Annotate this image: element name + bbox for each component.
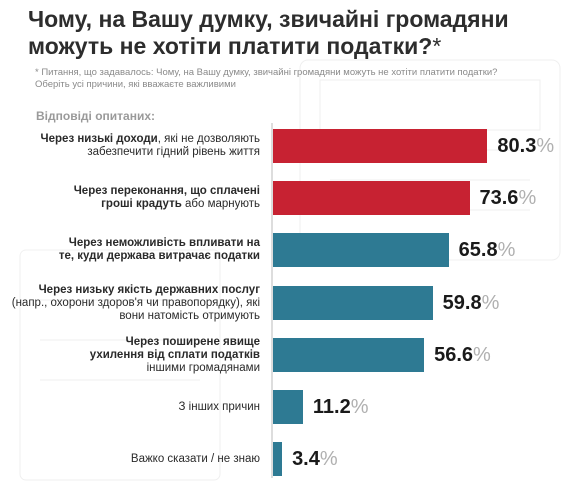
answers-subhead: Відповіді опитаних: [36,109,155,123]
bar-3 [273,233,449,267]
value-unit: % [497,239,516,261]
category-label-segment: Важко сказати / не знаю [130,452,260,465]
value-number: 56.6 [434,344,474,366]
category-label-line: забезпечити гідний рівень життя [10,146,260,159]
value-unit: % [536,135,555,157]
bar-6 [273,390,303,424]
category-label-line: гроші крадуть або марнують [10,198,260,211]
bar-7 [273,442,283,476]
category-label-segment: , які не дозволяють [157,133,260,145]
category-label-line: (напр., охорони здоров'я чи правопорядку… [10,297,260,310]
bar-1 [273,129,488,163]
value-label-3: 65.8% [459,239,516,261]
category-label-4: Через низьку якість державних послуг (нап… [10,284,260,323]
bar-2 [273,181,470,215]
category-label-1: Через низькі доходи, які не дозволяють за… [10,133,260,159]
value-unit: % [473,344,491,366]
bar-5 [273,338,425,372]
value-label-1: 80.3% [497,135,554,157]
category-label-segment: гроші крадуть [101,198,182,210]
category-label-segment: Через поширене явище [125,335,260,348]
category-label-line: Через поширене явище [10,336,260,349]
category-label-line: З інших причин [10,401,260,414]
value-unit: % [481,292,500,314]
category-label-line: іншими громадянами [10,362,260,375]
category-label-line: Важко сказати / не знаю [10,453,260,466]
value-label-4: 59.8% [443,292,500,314]
value-label-7: 3.4% [292,448,338,470]
category-label-segment: іншими громадянами [146,361,260,374]
category-label-line: Через низьку якість державних послуг [10,284,260,297]
category-label-6: З інших причин [10,401,260,414]
category-label-segment: забезпечити гідний рівень життя [87,146,260,158]
chart-title-line-1: Чому, на Вашу думку, звичайні громадяни [28,6,509,32]
value-label-6: 11.2% [313,396,369,418]
category-label-line: вони натомість отримують [10,310,260,323]
value-number: 65.8 [458,239,498,261]
title-asterisk: * [432,33,442,59]
category-label-segment: вони натомість отримують [119,309,260,322]
value-number: 80.3 [497,135,537,157]
question-note-line-2: Оберіть усі причини, які вважаєте важлив… [35,79,236,90]
value-number: 59.8 [442,292,482,314]
value-number: 3.4 [292,448,320,470]
bar-4 [273,286,433,320]
value-number: 73.6 [479,187,519,209]
value-label-2: 73.6% [480,187,537,209]
category-label-segment: Через низькі доходи [40,133,158,145]
category-label-2: Через переконання, що сплачені гроші крад… [10,185,260,211]
category-label-segment: те, куди держава витрачає податки [58,250,260,262]
category-label-5: Через поширене явище ухилення від сплати … [10,336,260,375]
category-label-line: Через низькі доходи, які не дозволяють [10,133,260,146]
category-label-line: Через неможливість впливати на [10,237,260,250]
question-note-line-1: * Питання, що задавалось: Чому, на Вашу … [35,67,498,78]
question-note: * Питання, що задавалось: Чому, на Вашу … [35,67,565,91]
value-label-5: 56.6% [434,344,491,366]
value-unit: % [518,187,537,209]
category-label-segment: або марнують [181,198,260,210]
category-label-segment: З інших причин [178,400,260,413]
category-label-line: ухилення від сплати податків [10,349,260,362]
category-label-segment: ухилення від сплати податків [89,348,260,361]
category-label-segment: Через переконання, що сплачені [73,185,260,197]
category-label-line: Через переконання, що сплачені [10,185,260,198]
value-unit: % [350,396,369,418]
category-label-line: те, куди держава витрачає податки [10,250,260,263]
category-label-segment: Через неможливість впливати на [68,237,260,249]
category-label-3: Через неможливість впливати на те, куди д… [10,237,260,263]
value-number: 11.2 [312,396,351,418]
category-label-segment: Через низьку якість державних послуг [38,283,260,296]
chart-title-line-2: можуть не хотіти платити податки?* [28,33,568,60]
chart-title: Чому, на Вашу думку, звичайні громадяни … [28,6,568,60]
chart-title-text: можуть не хотіти платити податки? [28,33,433,59]
category-axis-line [271,123,273,478]
value-unit: % [319,448,338,470]
category-label-segment: (напр., охорони здоров'я чи правопорядку… [11,296,260,309]
category-label-7: Важко сказати / не знаю [10,453,260,466]
